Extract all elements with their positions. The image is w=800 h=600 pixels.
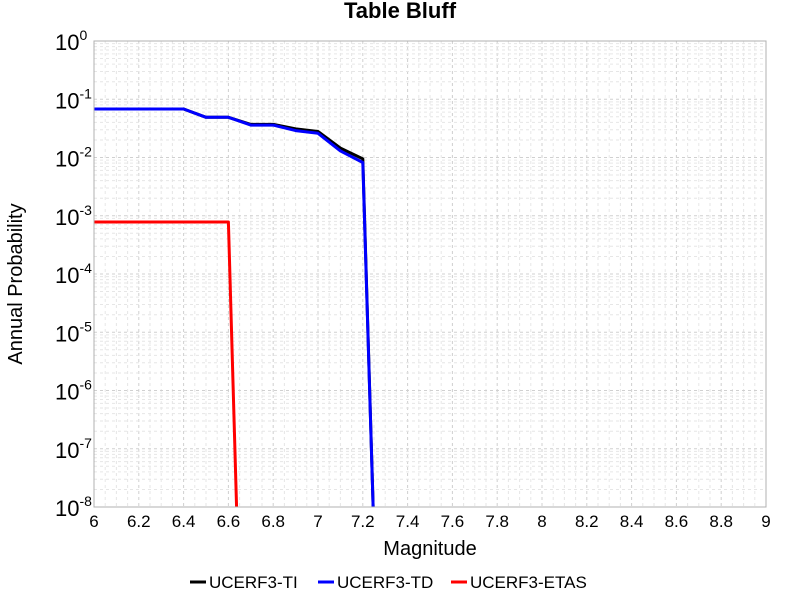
x-tick-label: 7 — [313, 512, 322, 531]
x-tick-label: 6.2 — [127, 512, 151, 531]
x-tick-label: 8.6 — [665, 512, 689, 531]
x-tick-label: 6 — [89, 512, 98, 531]
series-layer — [94, 107, 375, 507]
y-tick-label: 10-6 — [55, 377, 92, 405]
y-tick-label: 10-8 — [55, 493, 92, 521]
legend-label: UCERF3-TD — [337, 573, 433, 592]
x-tick-label: 9 — [761, 512, 770, 531]
y-tick-label: 10-2 — [55, 144, 92, 172]
x-tick-label: 8 — [537, 512, 546, 531]
y-tick-labels: 100 10-1 10-2 10-3 10-4 10-5 10-6 10-7 10-8 — [55, 27, 92, 521]
plot-frame — [93, 40, 767, 508]
x-tick-label: 7.8 — [485, 512, 509, 531]
x-tick-label: 7.4 — [396, 512, 420, 531]
legend-label: UCERF3-ETAS — [470, 573, 587, 592]
x-tick-label: 6.8 — [261, 512, 285, 531]
x-tick-label: 7.2 — [351, 512, 375, 531]
legend: UCERF3-TI UCERF3-TD UCERF3-ETAS — [190, 573, 587, 592]
series-line-2 — [94, 107, 375, 507]
y-tick-label: 10-7 — [55, 435, 92, 463]
x-axis-label: Magnitude — [383, 538, 476, 560]
x-tick-label: 6.6 — [217, 512, 241, 531]
x-tick-label: 8.8 — [709, 512, 733, 531]
y-tick-label: 10-3 — [55, 202, 92, 230]
grid — [93, 41, 766, 508]
x-tick-label: 7.6 — [441, 512, 465, 531]
y-tick-label: 10-4 — [55, 260, 92, 288]
legend-label: UCERF3-TI — [209, 573, 298, 592]
x-tick-label: 8.4 — [620, 512, 644, 531]
x-tick-label: 8.2 — [575, 512, 599, 531]
x-tick-labels: 6 6.2 6.4 6.6 6.8 7 7.2 7.4 7.6 7.8 8 8.2 8.4 8.6 8.8 9 — [89, 512, 770, 531]
x-tick-label: 6.4 — [172, 512, 196, 531]
chart-title: Table Bluff — [344, 0, 457, 23]
y-tick-label: 10-1 — [55, 85, 92, 113]
series-line-3 — [94, 220, 239, 507]
y-axis-label: Annual Probability — [5, 203, 27, 364]
y-tick-label: 100 — [55, 27, 87, 55]
y-tick-label: 10-5 — [55, 318, 92, 346]
